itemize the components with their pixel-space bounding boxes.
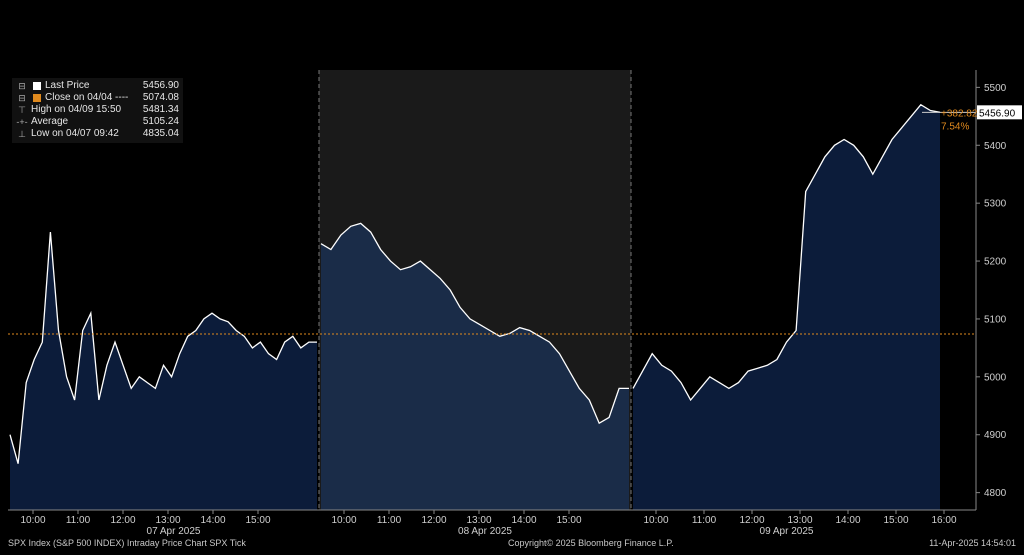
x-day-label: 09 Apr 2025 xyxy=(760,526,814,537)
x-day-label: 07 Apr 2025 xyxy=(147,526,201,537)
high-marker-icon: ⊤ xyxy=(18,105,26,115)
x-tick-label: 14:00 xyxy=(200,515,225,526)
x-tick-label: 14:00 xyxy=(511,515,536,526)
x-tick-label: 13:00 xyxy=(155,515,180,526)
x-day-label: 08 Apr 2025 xyxy=(458,526,512,537)
low-marker-icon: ⊥ xyxy=(18,129,26,139)
x-tick-label: 13:00 xyxy=(787,515,812,526)
last-price-box xyxy=(977,105,1022,120)
footer-timestamp: 11-Apr-2025 14:54:01 xyxy=(929,538,1016,548)
orange-square-icon xyxy=(33,94,41,102)
x-tick-label: 16:00 xyxy=(931,515,956,526)
x-tick-label: 10:00 xyxy=(331,515,356,526)
legend-average: -+- Average 5105.24 xyxy=(16,116,179,127)
x-tick-label: 14:00 xyxy=(835,515,860,526)
x-tick-label: 12:00 xyxy=(110,515,135,526)
change-absolute: +382.82 xyxy=(941,108,978,119)
x-tick-label: 11:00 xyxy=(377,515,402,526)
y-tick-label: 5400 xyxy=(984,141,1007,152)
y-tick-label: 5000 xyxy=(984,372,1007,383)
last-price-label: 5456.90 xyxy=(979,108,1016,119)
x-tick-label: 12:00 xyxy=(739,515,764,526)
y-tick-label: 5500 xyxy=(984,83,1007,94)
change-percent: 7.54% xyxy=(941,121,969,132)
x-tick-label: 11:00 xyxy=(66,515,91,526)
y-tick-label: 5300 xyxy=(984,199,1007,210)
footer-chart-title: SPX Index (S&P 500 INDEX) Intraday Price… xyxy=(8,538,246,548)
y-tick-label: 5200 xyxy=(984,257,1007,268)
price-line xyxy=(632,103,941,402)
x-tick-label: 15:00 xyxy=(556,515,581,526)
y-tick-label: 4800 xyxy=(984,488,1007,499)
price-area xyxy=(10,232,317,510)
x-tick-label: 15:00 xyxy=(883,515,908,526)
x-tick-label: 11:00 xyxy=(692,515,717,526)
price-area xyxy=(321,223,629,510)
price-area xyxy=(633,104,940,510)
x-tick-label: 12:00 xyxy=(421,515,446,526)
legend-low: ⊥ Low on 04/07 09:42 4835.04 xyxy=(16,128,179,140)
x-tick-label: 10:00 xyxy=(643,515,668,526)
x-tick-label: 15:00 xyxy=(245,515,270,526)
price-line xyxy=(9,232,317,464)
white-square-icon xyxy=(33,82,41,90)
chart-legend: ⊟ Last Price 5456.90 ⊟ Close on 04/04 ---… xyxy=(12,78,183,143)
average-marker-icon: -+- xyxy=(16,117,28,127)
y-tick-label: 4900 xyxy=(984,430,1007,441)
legend-close: ⊟ Close on 04/04 ---- 5074.08 xyxy=(18,92,179,103)
y-tick-label: 5100 xyxy=(984,314,1007,325)
footer-copyright: Copyright© 2025 Bloomberg Finance L.P. xyxy=(508,538,674,548)
legend-last-price: ⊟ Last Price 5456.90 xyxy=(18,80,179,91)
price-line xyxy=(320,222,629,425)
x-tick-label: 13:00 xyxy=(466,515,491,526)
legend-high: ⊤ High on 04/09 15:50 5481.34 xyxy=(16,104,179,116)
x-tick-label: 10:00 xyxy=(20,515,45,526)
